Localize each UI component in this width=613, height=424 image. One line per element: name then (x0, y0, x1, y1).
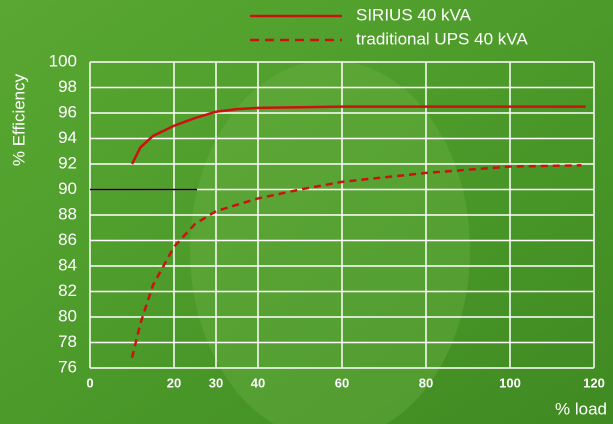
x-tick-label: 40 (251, 375, 265, 390)
background-shade (190, 60, 470, 424)
y-tick-label: 86 (58, 230, 77, 249)
y-tick-label: 76 (58, 357, 77, 376)
legend-label: SIRIUS 40 kVA (356, 5, 472, 24)
x-tick-label: 80 (419, 375, 433, 390)
x-tick-label: 20 (167, 375, 181, 390)
y-tick-label: 96 (58, 102, 77, 121)
x-tick-label: 100 (499, 375, 521, 390)
y-tick-label: 94 (58, 128, 77, 147)
x-tick-label: 0 (86, 375, 93, 390)
y-tick-label: 92 (58, 153, 77, 172)
page: {"chart_data": {"type": "line", "ylabel"… (0, 0, 613, 424)
y-tick-label: 90 (58, 179, 77, 198)
y-tick-label: 100 (49, 51, 77, 70)
legend-label: traditional UPS 40 kVA (356, 29, 528, 48)
y-tick-label: 80 (58, 306, 77, 325)
x-tick-label: 30 (209, 375, 223, 390)
y-tick-label: 98 (58, 77, 77, 96)
y-axis-label: % Efficiency (9, 73, 28, 166)
y-tick-label: 84 (58, 255, 77, 274)
y-tick-label: 88 (58, 204, 77, 223)
y-tick-label: 78 (58, 332, 77, 351)
x-axis-label: % load (555, 399, 607, 418)
x-tick-label: 120 (583, 375, 605, 390)
x-tick-label: 60 (335, 375, 349, 390)
y-tick-label: 82 (58, 281, 77, 300)
chart: % Efficiency % load 76 78 80 82 84 86 88 90 92 94… (0, 0, 613, 424)
